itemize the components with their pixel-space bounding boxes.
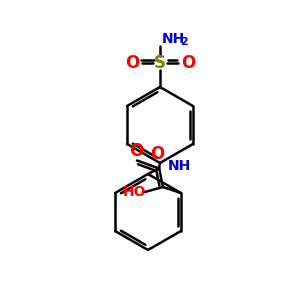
Text: S: S bbox=[154, 54, 166, 72]
Text: NH: NH bbox=[167, 159, 191, 173]
Text: NH: NH bbox=[162, 32, 185, 46]
Text: O: O bbox=[129, 142, 143, 160]
Text: O: O bbox=[181, 54, 195, 72]
Text: 2: 2 bbox=[180, 37, 188, 47]
Text: O: O bbox=[150, 145, 164, 163]
Text: O: O bbox=[125, 54, 139, 72]
Text: HO: HO bbox=[123, 185, 147, 199]
